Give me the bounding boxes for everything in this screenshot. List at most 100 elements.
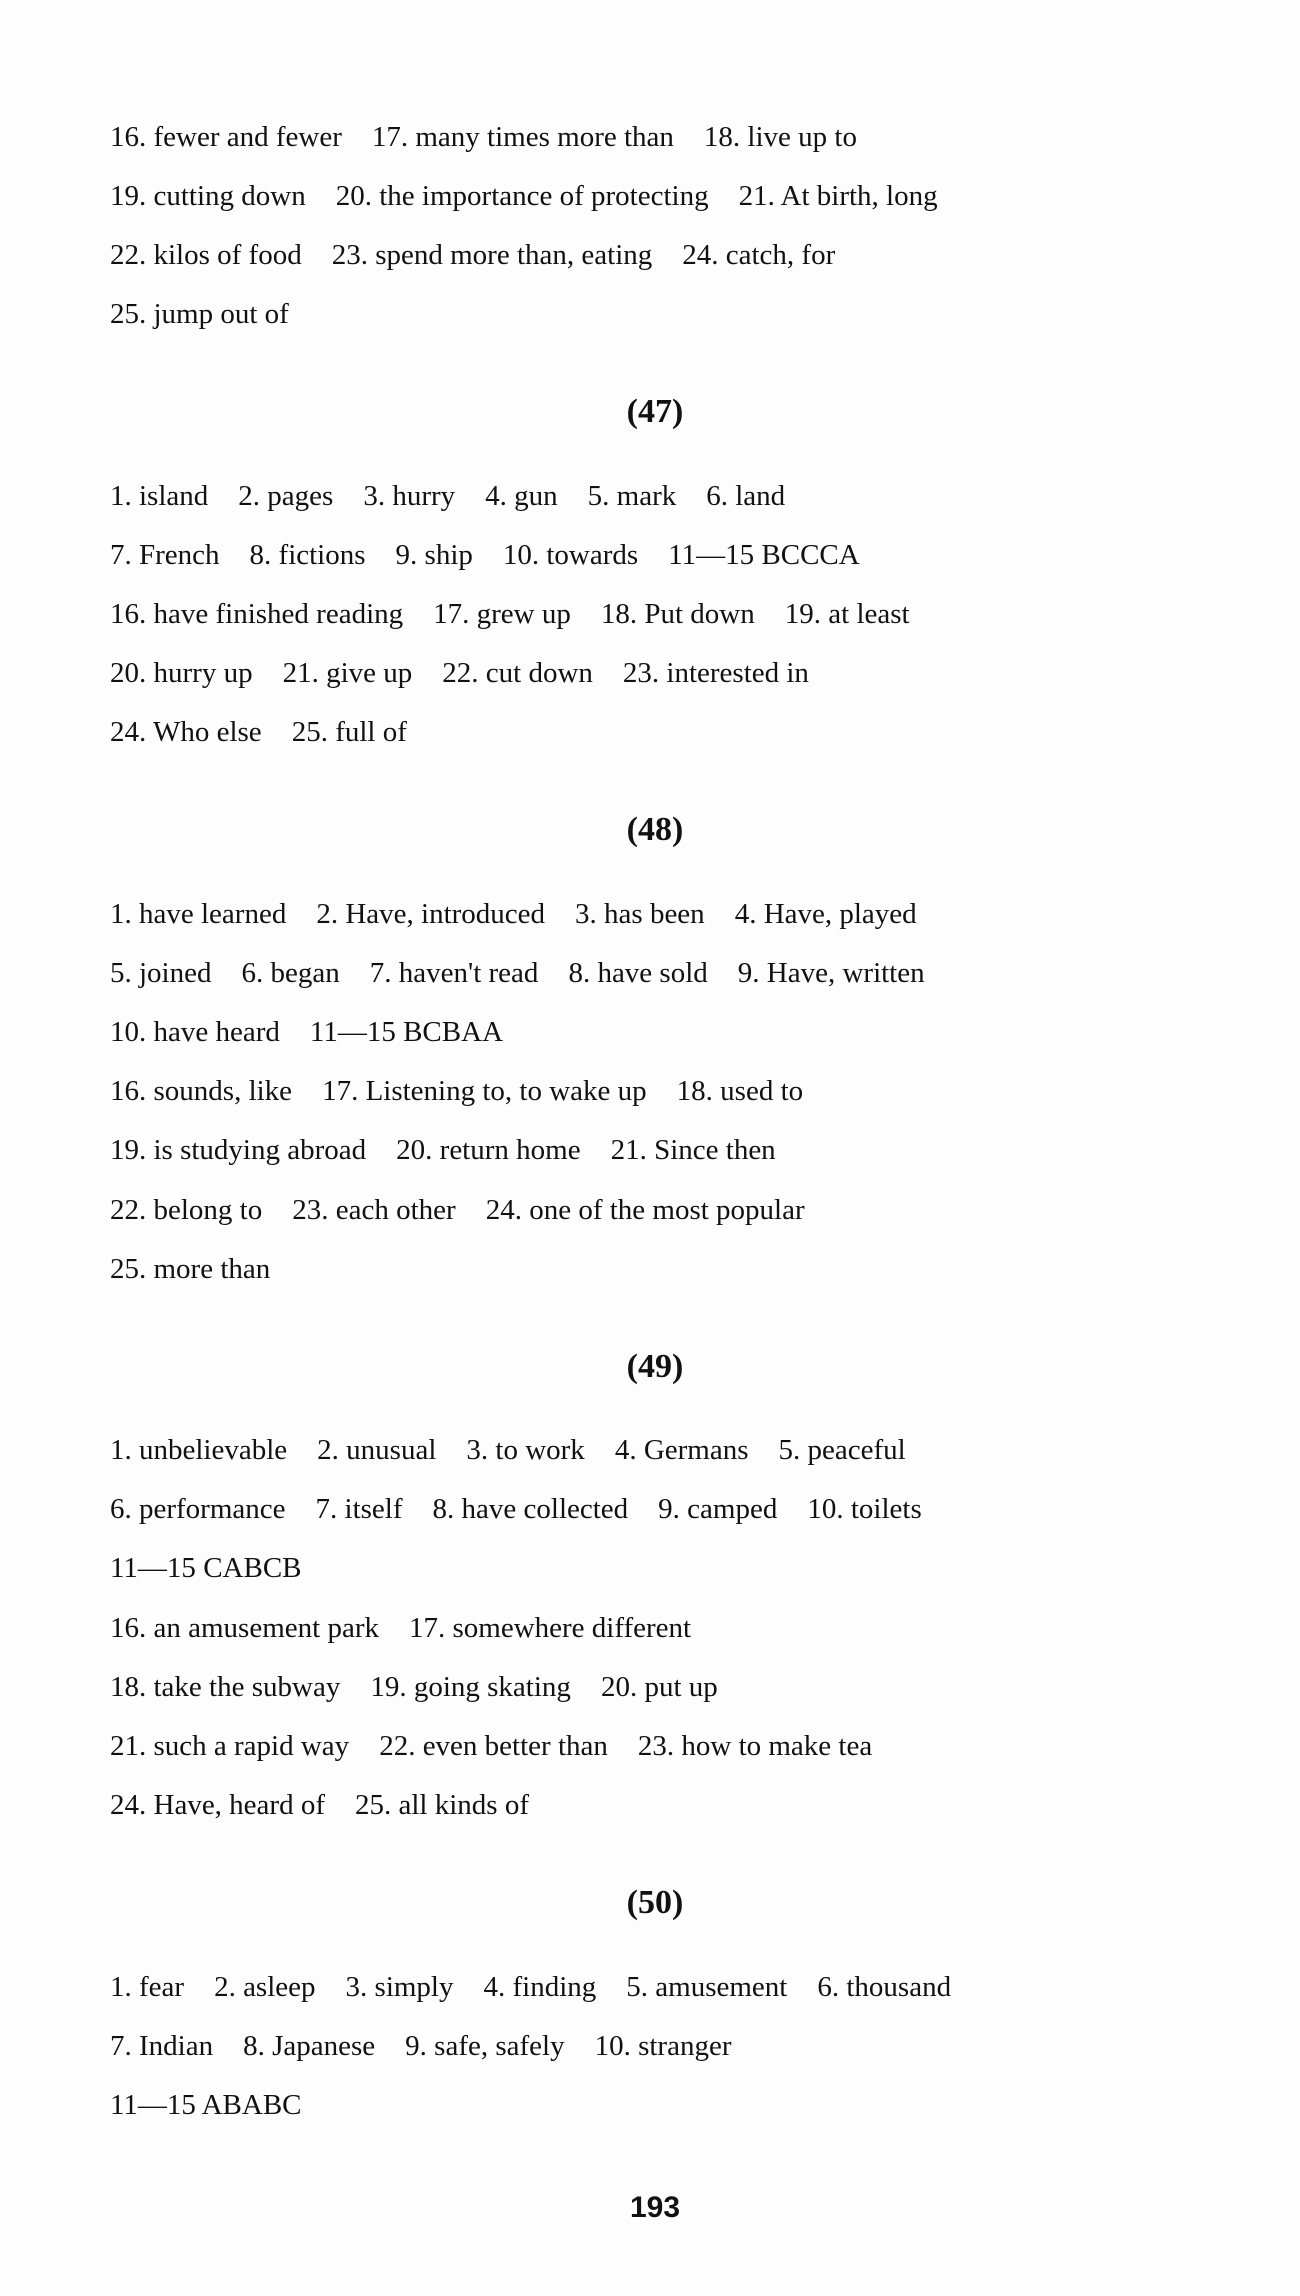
answer-item: 19. cutting down — [110, 180, 306, 212]
answer-item: 9. camped — [658, 1493, 777, 1525]
answer-block: 1. unbelievable2. unusual3. to work4. Ge… — [110, 1423, 1200, 1833]
answer-row: 25. jump out of — [110, 287, 1200, 342]
item-number: 5. — [588, 480, 610, 512]
item-text: Have, written — [760, 957, 925, 989]
item-number: 25. — [110, 1253, 146, 1285]
answer-row: 16. fewer and fewer17. many times more t… — [110, 110, 1200, 165]
item-text: the importance of protecting — [372, 180, 709, 212]
item-text: interested in — [659, 657, 809, 689]
item-text: Have, introduced — [338, 898, 545, 930]
answer-row: 16. have finished reading17. grew up18. … — [110, 587, 1200, 642]
item-text: fear — [132, 1971, 184, 2003]
answer-item: 17. somewhere different — [409, 1612, 691, 1644]
answer-row: 1. island2. pages3. hurry4. gun5. mark6.… — [110, 469, 1200, 524]
answer-item: 2. asleep — [214, 1971, 315, 2003]
content-area: 16. fewer and fewer 17. many times more t… — [110, 110, 1200, 2133]
answer-item: 24. catch, for — [682, 239, 835, 271]
answer-item: 11—15 BCCCA — [668, 539, 860, 571]
item-text: have heard — [146, 1016, 280, 1048]
item-number: 6. — [817, 1971, 839, 2003]
item-text: BCCCA — [754, 539, 860, 571]
answer-row: 24. Who else25. full of — [110, 705, 1200, 760]
item-number: 6. — [242, 957, 264, 989]
item-number: 17. — [409, 1612, 445, 1644]
item-text: going skating — [407, 1671, 571, 1703]
item-number: 3. — [575, 898, 597, 930]
item-text: ship — [417, 539, 473, 571]
answer-row: 11—15 ABABC — [110, 2078, 1200, 2133]
item-text: ABABC — [196, 2089, 302, 2121]
item-number: 23. — [332, 239, 368, 271]
item-number: 3. — [466, 1434, 488, 1466]
item-text: amusement — [648, 1971, 787, 2003]
answer-item: 25. jump out of — [110, 298, 289, 330]
answer-item: 5. mark — [588, 480, 677, 512]
item-text: thousand — [839, 1971, 951, 2003]
item-text: kilos of food — [146, 239, 301, 271]
item-text: Put down — [637, 598, 755, 630]
item-text: French — [132, 539, 220, 571]
answer-item: 10. toilets — [807, 1493, 921, 1525]
item-number: 23. — [638, 1730, 674, 1762]
answer-item: 4. Have, played — [735, 898, 917, 930]
item-number: 19. — [785, 598, 821, 630]
answer-item: 23. interested in — [623, 657, 809, 689]
item-number: 9. — [658, 1493, 680, 1525]
answer-item: 20. return home — [396, 1134, 580, 1166]
answer-item: 8. Japanese — [243, 2030, 375, 2062]
item-number: 9. — [396, 539, 418, 571]
item-number: 19. — [370, 1671, 406, 1703]
item-text: many times more than — [408, 121, 674, 153]
item-number: 16. — [110, 121, 146, 153]
item-number: 18. — [601, 598, 637, 630]
answer-row: 1. unbelievable2. unusual3. to work4. Ge… — [110, 1423, 1200, 1478]
item-number: 2. — [238, 480, 260, 512]
answer-item: 21. At birth, long — [739, 180, 938, 212]
answer-item: 16. sounds, like — [110, 1075, 292, 1107]
item-text: Have, heard of — [146, 1789, 325, 1821]
answer-item: 8. have sold — [568, 957, 707, 989]
answer-item: 21. give up — [283, 657, 413, 689]
answer-item: 17. grew up — [433, 598, 571, 630]
answer-item: 24. one of the most popular — [486, 1194, 805, 1226]
answer-item: 16. an amusement park — [110, 1612, 379, 1644]
item-text: have finished reading — [146, 598, 403, 630]
item-text: belong to — [146, 1194, 262, 1226]
item-number: 6. — [706, 480, 728, 512]
answer-item: 6. land — [706, 480, 785, 512]
answer-item: 21. such a rapid way — [110, 1730, 349, 1762]
item-number: 22. — [442, 657, 478, 689]
item-number: 22. — [110, 239, 146, 271]
item-text: Japanese — [265, 2030, 375, 2062]
answer-item: 24. Have, heard of — [110, 1789, 325, 1821]
item-text: has been — [597, 898, 705, 930]
answer-item: 1. have learned — [110, 898, 286, 930]
item-number: 5. — [779, 1434, 801, 1466]
item-text: stranger — [631, 2030, 732, 2062]
item-text: all kinds of — [391, 1789, 529, 1821]
item-number: 7. — [370, 957, 392, 989]
answer-item: 10. towards — [503, 539, 638, 571]
item-number: 11—15 — [110, 2089, 196, 2121]
answer-row: 5. joined6. began7. haven't read8. have … — [110, 946, 1200, 1001]
answer-row: 22. kilos of food23. spend more than, ea… — [110, 228, 1200, 283]
item-number: 7. — [110, 2030, 132, 2062]
item-number: 4. — [484, 1971, 506, 2003]
item-number: 17. — [322, 1075, 358, 1107]
item-text: land — [728, 480, 785, 512]
answer-item: 8. have collected — [433, 1493, 629, 1525]
item-number: 25. — [292, 716, 328, 748]
answer-item: 7. Indian — [110, 2030, 213, 2062]
item-text: have learned — [132, 898, 287, 930]
answer-item: 22. cut down — [442, 657, 593, 689]
item-number: 24. — [682, 239, 718, 271]
answer-item: 16. fewer and fewer — [110, 121, 342, 153]
item-text: grew up — [469, 598, 570, 630]
item-number: 11—15 — [668, 539, 754, 571]
item-text: simply — [367, 1971, 453, 2003]
item-number: 21. — [611, 1134, 647, 1166]
answer-item: 16. have finished reading — [110, 598, 403, 630]
answer-item: 19. is studying abroad — [110, 1134, 366, 1166]
answer-block: 16. fewer and fewer17. many times more t… — [110, 110, 1200, 342]
item-number: 10. — [595, 2030, 631, 2062]
